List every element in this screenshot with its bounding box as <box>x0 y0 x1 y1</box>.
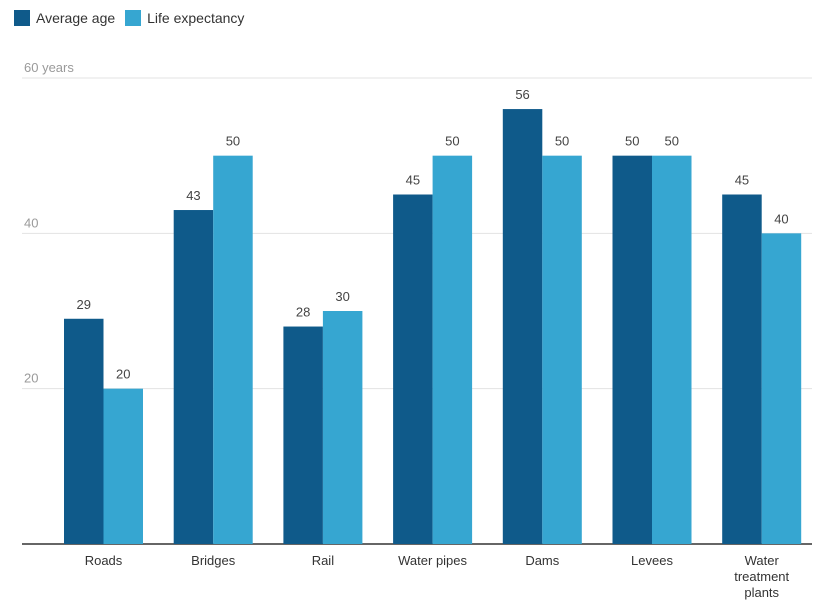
data-label-life-expectancy-bridges: 50 <box>226 134 240 149</box>
x-tick-label-rail: Rail <box>312 553 335 568</box>
data-label-life-expectancy-water-treatment-plants: 40 <box>774 211 788 226</box>
data-label-average-age-roads: 29 <box>77 297 91 312</box>
x-tick-label-water-pipes: Water pipes <box>398 553 467 568</box>
legend-item-average-age: Average age <box>14 10 115 26</box>
x-tick-label-roads: Roads <box>85 553 123 568</box>
x-tick-label-levees: Levees <box>631 553 673 568</box>
bar-average-age-dams <box>502 109 543 545</box>
bar-average-age-rail <box>283 326 323 544</box>
data-label-average-age-bridges: 43 <box>186 188 200 203</box>
legend-swatch-average-age <box>14 10 30 26</box>
y-tick-label-40: 40 <box>24 215 38 230</box>
bar-life-expectancy-bridges <box>213 155 253 544</box>
bar-average-age-levees <box>612 155 652 544</box>
data-label-life-expectancy-water-pipes: 50 <box>445 134 459 149</box>
data-label-average-age-water-treatment-plants: 45 <box>735 173 749 188</box>
bar-life-expectancy-water-treatment-plants <box>761 233 802 545</box>
data-label-life-expectancy-dams: 50 <box>555 134 569 149</box>
y-tick-label-20: 20 <box>24 371 38 386</box>
x-tick-label-dams: Dams <box>525 553 559 568</box>
data-label-average-age-water-pipes: 45 <box>406 173 420 188</box>
data-label-average-age-dams: 56 <box>515 87 529 102</box>
bar-average-age-water-pipes <box>393 194 433 544</box>
bar-average-age-water-treatment-plants <box>722 194 762 544</box>
x-tick-label-water-treatment-plants: Water treatment plants <box>734 553 789 600</box>
bar-life-expectancy-rail <box>322 311 363 544</box>
data-label-life-expectancy-roads: 20 <box>116 367 130 382</box>
data-label-life-expectancy-levees: 50 <box>665 134 679 149</box>
legend-label-average-age: Average age <box>36 10 116 26</box>
x-tick-label-bridges: Bridges <box>191 553 236 568</box>
bar-average-age-roads <box>64 318 104 544</box>
y-tick-label-60: 60 years <box>24 60 74 75</box>
bar-life-expectancy-roads <box>103 388 143 544</box>
bar-average-age-bridges <box>173 210 214 545</box>
bar-life-expectancy-water-pipes <box>432 155 473 544</box>
data-label-average-age-rail: 28 <box>296 305 310 320</box>
legend-item-life-expectancy: Life expectancy <box>125 10 244 26</box>
data-label-average-age-levees: 50 <box>625 134 639 149</box>
bar-life-expectancy-levees <box>652 155 692 544</box>
bar-life-expectancy-dams <box>542 155 582 544</box>
legend-label-life-expectancy: Life expectancy <box>147 10 245 26</box>
legend: Average age Life expectancy <box>14 7 244 29</box>
legend-swatch-life-expectancy <box>125 10 142 26</box>
data-label-life-expectancy-rail: 30 <box>335 289 349 304</box>
